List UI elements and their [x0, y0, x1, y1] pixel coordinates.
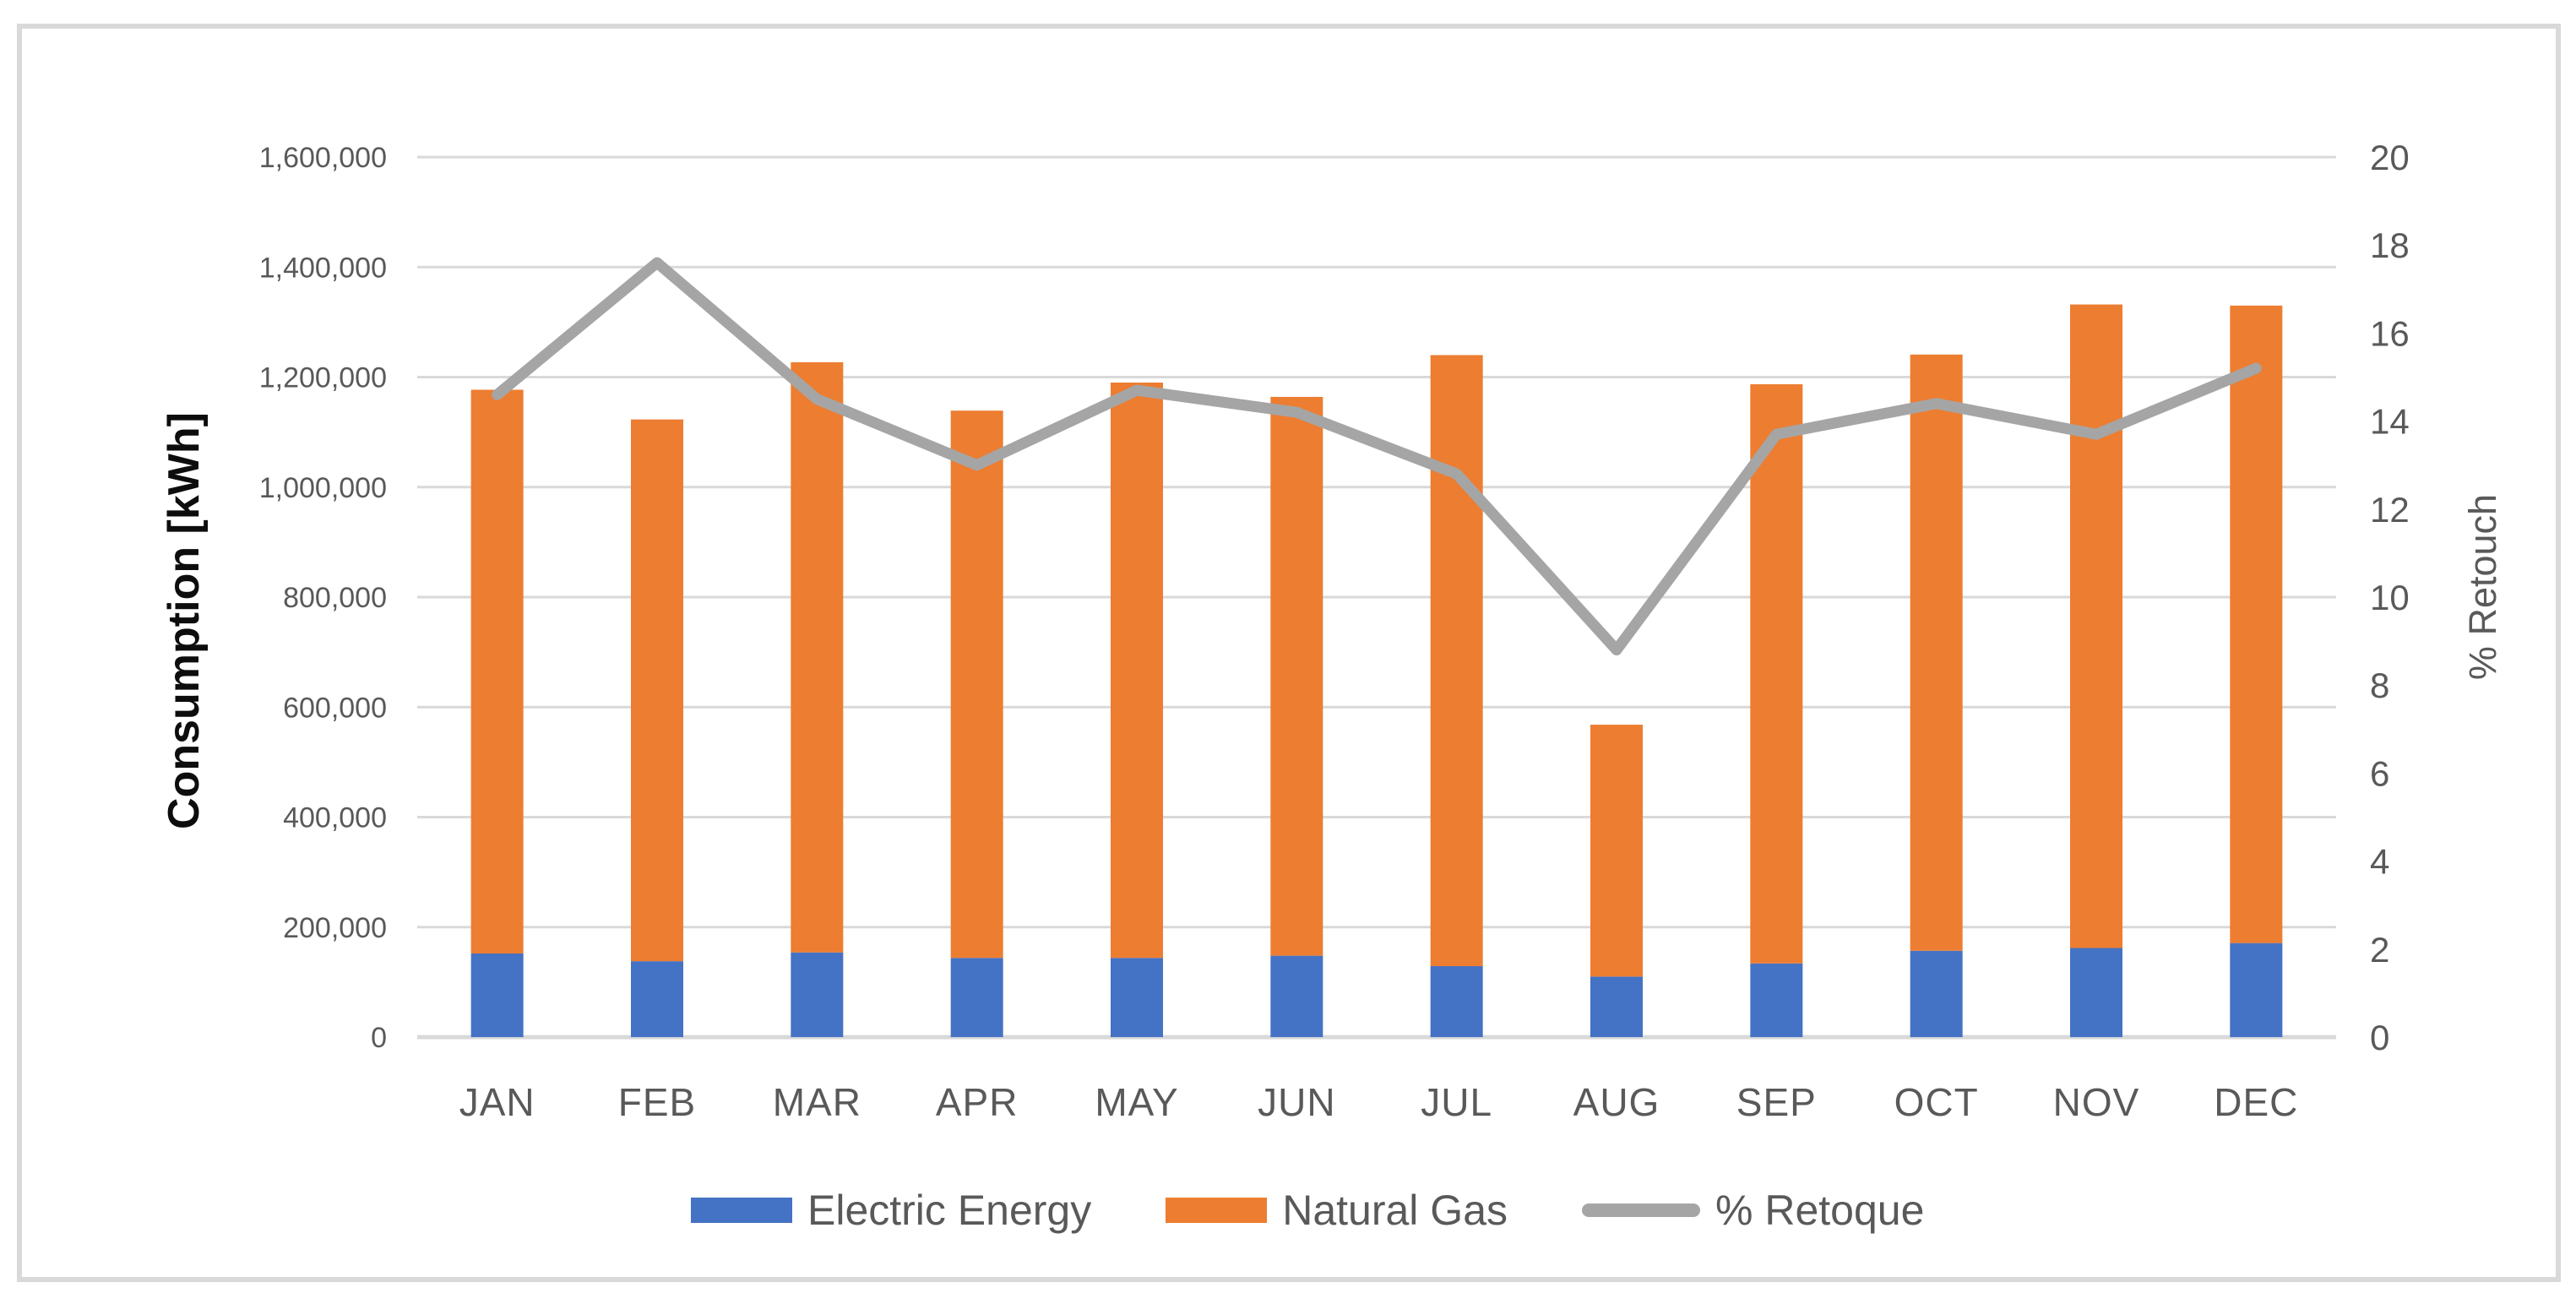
left-axis-tick-label: 400,000	[283, 802, 387, 834]
x-axis-label-aug: AUG	[1573, 1080, 1660, 1124]
right-axis-tick-label: 2	[2370, 930, 2389, 970]
bar-electric-energy-may	[1111, 958, 1163, 1037]
x-axis-label-mar: MAR	[773, 1080, 861, 1124]
legend-label-retoque: % Retoque	[1715, 1187, 1925, 1234]
bar-electric-energy-dec	[2230, 943, 2283, 1037]
x-axis-label-jun: JUN	[1258, 1080, 1335, 1124]
retoque-line-swatch-icon	[1582, 1203, 1701, 1217]
right-axis-tick-label: 6	[2370, 753, 2389, 793]
bar-electric-energy-feb	[631, 961, 683, 1037]
x-axis-label-oct: OCT	[1894, 1080, 1979, 1124]
bar-natural-gas-apr	[950, 410, 1003, 959]
right-axis-tick-label: 16	[2370, 313, 2410, 353]
left-axis-tick-label: 1,000,000	[259, 472, 387, 504]
legend-item-retoque: % Retoque	[1582, 1186, 1924, 1235]
x-axis-label-may: MAY	[1095, 1080, 1178, 1124]
bar-natural-gas-jun	[1270, 396, 1323, 956]
bar-electric-energy-sep	[1750, 963, 1803, 1037]
bar-electric-energy-aug	[1590, 976, 1643, 1037]
left-axis-tick-label: 600,000	[283, 692, 387, 724]
x-axis-label-jan: JAN	[459, 1080, 535, 1124]
retoque-line	[492, 257, 2262, 656]
bar-electric-energy-oct	[1910, 950, 1963, 1037]
right-axis-title: % Retouch	[2461, 493, 2504, 681]
left-axis-tick-label: 200,000	[283, 912, 387, 944]
legend-item-natural-gas: Natural Gas	[1166, 1186, 1508, 1235]
left-axis-tick-label: 1,400,000	[259, 252, 387, 284]
right-axis-tick-label: 8	[2370, 666, 2389, 705]
right-axis-tick-label: 4	[2370, 842, 2389, 882]
bar-electric-energy-jan	[470, 954, 524, 1037]
x-axis-label-nov: NOV	[2053, 1080, 2140, 1124]
right-axis-tick-label: 14	[2370, 402, 2410, 442]
legend-label-electric-energy: Electric Energy	[807, 1187, 1092, 1234]
natural-gas-swatch-icon	[1166, 1198, 1268, 1223]
bar-natural-gas-oct	[1910, 354, 1963, 951]
bar-natural-gas-mar	[791, 361, 844, 953]
right-axis-tick-label: 0	[2370, 1018, 2389, 1057]
x-axis-label-feb: FEB	[618, 1080, 696, 1124]
x-axis-label-apr: APR	[936, 1080, 1019, 1124]
left-axis-title: Consumption [kWh]	[160, 412, 209, 829]
right-axis-tick-label: 12	[2370, 490, 2410, 530]
bar-natural-gas-may	[1111, 383, 1163, 959]
right-axis-tick-label: 18	[2370, 225, 2410, 265]
bar-natural-gas-jan	[470, 389, 524, 954]
bar-natural-gas-sep	[1750, 383, 1803, 964]
bar-natural-gas-feb	[631, 419, 683, 962]
electric-energy-swatch-icon	[691, 1198, 792, 1223]
right-axis-tick-label: 20	[2370, 138, 2410, 177]
bar-electric-energy-jul	[1430, 965, 1483, 1037]
left-axis-tick-label: 800,000	[283, 582, 387, 614]
bar-electric-energy-nov	[2070, 948, 2122, 1037]
left-axis-tick-label: 1,600,000	[259, 142, 387, 174]
right-axis-tick-label: 10	[2370, 578, 2410, 617]
x-axis-label-sep: SEP	[1736, 1080, 1817, 1124]
x-axis-label-jul: JUL	[1421, 1080, 1492, 1124]
legend-item-electric-energy: Electric Energy	[691, 1186, 1091, 1235]
bar-natural-gas-aug	[1590, 725, 1643, 977]
bar-natural-gas-jul	[1430, 355, 1483, 966]
legend-label-natural-gas: Natural Gas	[1282, 1187, 1508, 1234]
x-axis-label-dec: DEC	[2214, 1080, 2298, 1124]
left-axis-tick-label: 0	[371, 1022, 387, 1054]
legend: Electric Energy Natural Gas % Retoque	[691, 1184, 1924, 1236]
bar-electric-energy-jun	[1270, 955, 1323, 1037]
bar-electric-energy-apr	[950, 958, 1003, 1037]
bar-electric-energy-mar	[791, 952, 844, 1037]
bar-natural-gas-nov	[2070, 304, 2122, 948]
bar-natural-gas-dec	[2230, 305, 2283, 943]
left-axis-tick-label: 1,200,000	[259, 362, 387, 394]
